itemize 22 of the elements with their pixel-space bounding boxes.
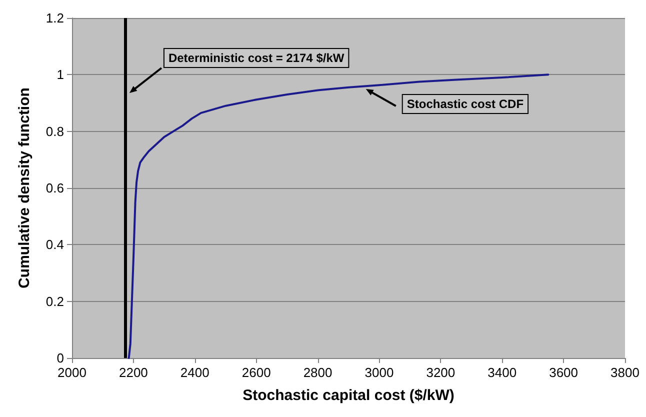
ref-line-label: Deterministic cost = 2174 $/kW: [168, 51, 345, 65]
annotation: Stochastic cost CDF: [406, 97, 524, 111]
y-tick-label: 0.6: [46, 180, 64, 196]
x-tick-label: 2600: [242, 365, 271, 380]
y-tick-label: 0.4: [46, 237, 64, 252]
x-axis-title: Stochastic capital cost ($/kW): [242, 387, 454, 404]
y-tick-label: 0: [56, 350, 64, 366]
x-tick-label: 2400: [180, 365, 210, 380]
line-series: [128, 74, 550, 359]
y-axis-title: Cumulative density function: [16, 88, 33, 288]
x-tick-label: 2800: [303, 365, 332, 380]
x-tick-label: 3200: [426, 365, 456, 380]
x-tick-label: 3400: [488, 365, 517, 380]
x-tick-label: 2000: [58, 365, 86, 380]
y-tick-label: 0.8: [46, 124, 64, 139]
x-tick-label: 3000: [364, 365, 394, 380]
y-tick-label: 1.2: [46, 10, 64, 26]
x-tick-label: 3600: [549, 365, 578, 380]
y-tick-label: 0.2: [46, 294, 64, 309]
x-tick-label: 3800: [610, 365, 640, 380]
x-tick-label: 2200: [118, 365, 148, 380]
y-tick-label: 1: [56, 67, 64, 82]
